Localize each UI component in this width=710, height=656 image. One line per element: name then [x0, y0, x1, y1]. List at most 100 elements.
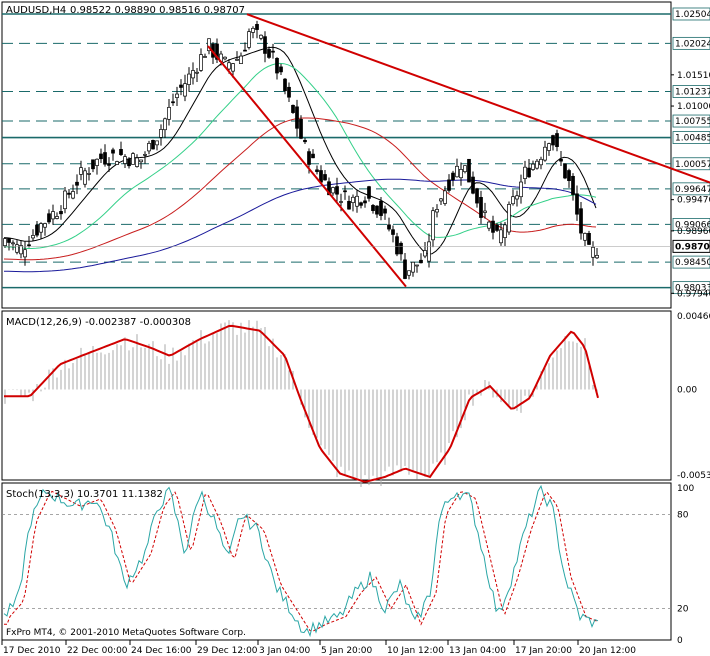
candle [527, 158, 531, 178]
current-price-box [672, 239, 710, 253]
candle [595, 248, 599, 260]
candle-body [295, 106, 299, 129]
candle [571, 173, 575, 201]
candle-body [43, 223, 47, 228]
candle-body [359, 202, 363, 206]
level-tag-text: 1.00057 [675, 160, 710, 170]
candle-body [279, 66, 283, 73]
candle [199, 48, 203, 72]
candle [283, 77, 287, 95]
candle [439, 198, 443, 206]
candle-body [335, 186, 339, 195]
candle-body [487, 221, 491, 229]
candle-body [11, 242, 15, 245]
level-tag-box [672, 131, 710, 144]
level-tag-box [672, 36, 710, 50]
candle-body [235, 59, 239, 61]
candle-body [27, 244, 31, 247]
candle [155, 140, 159, 151]
candle [499, 222, 503, 246]
stoch-label: Stoch(13,3,3) 10.3701 11.1382 [6, 489, 163, 500]
candle [215, 38, 219, 63]
candle-body [151, 140, 155, 150]
candle-body [3, 238, 7, 247]
candle-body [383, 208, 387, 214]
candle-body [191, 70, 195, 79]
candle-body [415, 264, 419, 267]
candle-body [583, 233, 587, 241]
candle-body [451, 172, 455, 181]
candle [303, 138, 307, 144]
candle [291, 104, 295, 114]
candle-body [555, 133, 559, 147]
candle-body [159, 129, 163, 138]
candle-body [391, 229, 395, 235]
candle-body [107, 163, 111, 166]
candle-body [591, 246, 595, 258]
candle-body [483, 210, 487, 213]
candle [335, 177, 339, 203]
candle [239, 52, 243, 64]
candle [123, 154, 127, 169]
candle [295, 99, 299, 137]
candle-body [443, 190, 447, 204]
candle-body [31, 235, 35, 239]
candle [31, 229, 35, 241]
price-panel: 1.02504 1.02024 1.01237 1.00755 1.00485 1.000… [2, 7, 710, 299]
candle [59, 205, 63, 220]
candle-body [323, 174, 327, 181]
level-tag-text: 1.00755 [675, 117, 710, 127]
candle-body [395, 236, 399, 255]
candle [371, 204, 375, 214]
candle [251, 26, 255, 39]
candle-body [111, 149, 115, 154]
candle [183, 74, 187, 102]
candle [463, 165, 467, 174]
candle [535, 159, 539, 170]
candle [411, 261, 415, 277]
candle-body [303, 139, 307, 143]
candle-body [183, 83, 187, 97]
candle-body [39, 223, 43, 233]
candle [83, 167, 87, 188]
candle-body [199, 54, 203, 71]
candle-body [163, 118, 167, 131]
candle-body [251, 27, 255, 33]
candle-body [275, 57, 279, 74]
candle-body [559, 159, 563, 162]
candle-body [51, 211, 55, 220]
candle-body [243, 49, 247, 52]
candle-body [579, 208, 583, 234]
candle-body [479, 197, 483, 218]
stoch-panel-frame [1, 482, 672, 641]
candle [351, 194, 355, 212]
candle [491, 215, 495, 240]
level-tag: 1.02024 [672, 36, 710, 50]
candle-body [75, 181, 79, 186]
candle-body [291, 104, 295, 113]
candle-body [271, 50, 275, 53]
copyright-text: FxPro MT4, © 2001-2010 MetaQuotes Softwa… [6, 628, 246, 638]
candle-body [187, 73, 191, 85]
candle-body [307, 151, 311, 165]
candle [407, 270, 411, 280]
candle [435, 204, 439, 218]
candle-body [59, 211, 63, 215]
stoch-y-tick: 100 [677, 484, 694, 494]
candle [27, 235, 31, 248]
candle-body [551, 135, 555, 146]
stoch-y-tick: 0 [677, 636, 683, 646]
candle [19, 240, 23, 259]
candle [311, 149, 315, 159]
candle-body [547, 143, 551, 151]
candle [243, 42, 247, 52]
candle [387, 217, 391, 232]
candle [271, 43, 275, 59]
candle-body [215, 43, 219, 60]
candle-body [63, 190, 67, 210]
candle [287, 82, 291, 103]
level-tag-text: 1.02504 [675, 10, 710, 20]
candle-body [563, 163, 567, 179]
